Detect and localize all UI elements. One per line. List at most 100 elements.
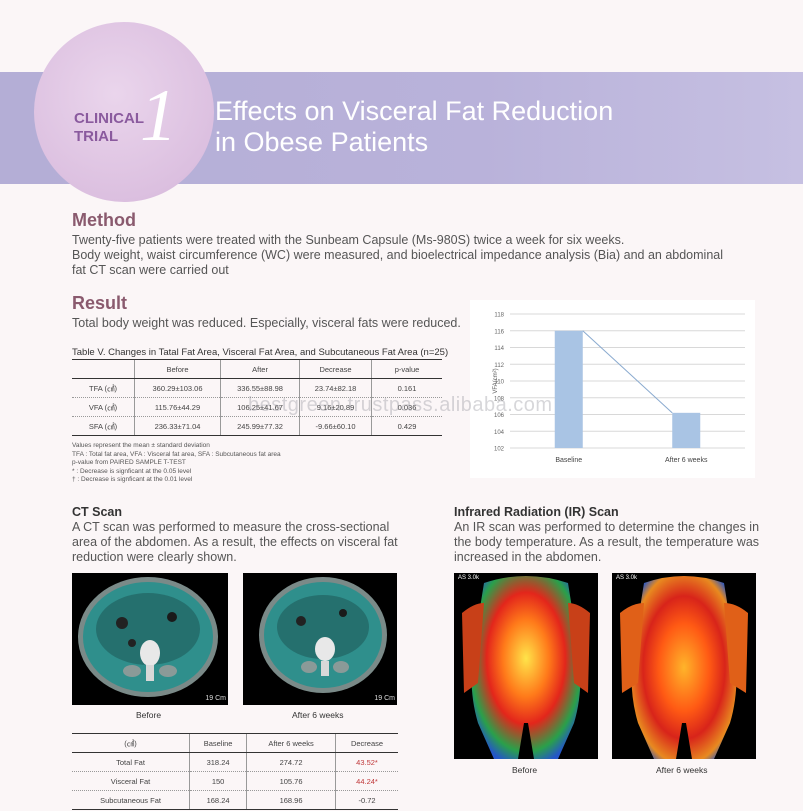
table-cell: 0.429 [371,416,442,436]
table-cell: 168.96 [246,790,336,810]
ct-after-caption: After 6 weeks [292,710,344,720]
table-cell: 0.161 [371,378,442,398]
y-tick-label: 116 [494,329,504,335]
table-cell: 9.16±20.89 [299,397,372,417]
ir-line-1: An IR scan was performed to determine th… [454,520,760,534]
vfa-chart: 102 104 106 108 110 112 114 116 118 VFA(cm²) Basel… [470,300,755,478]
ir-before-caption: Before [512,765,538,775]
table-cell: 318.24 [189,752,247,772]
table-cell: 245.99±77.32 [220,416,300,436]
ir-scan-after-image: AS 3.0k [612,573,756,759]
method-line-2: Body weight, waist circumference (WC) we… [72,248,723,262]
table-cell: VFA (㎠) [72,397,135,417]
ct-heading: CT Scan [72,505,123,519]
ir-line-3: increased in the abdomen. [454,550,602,564]
table5-note: TFA : Total fat area, VFA : Visceral fat… [72,450,281,458]
ct-table-header: Baseline [189,733,247,753]
ct-line-1: A CT scan was performed to measure the c… [72,520,390,534]
ct-line-2: area of the abdomen. As a result, the ef… [72,535,398,549]
result-text: Total body weight was reduced. Especiall… [72,316,461,330]
y-tick-label: 112 [494,363,504,369]
table-cell: Visceral Fat [72,771,190,791]
clinical-trial-badge: CLINICAL TRIAL [34,22,214,202]
ct-scan-before-image: 19 Cm [72,573,228,705]
method-text: Twenty-five patients were treated with t… [72,233,723,278]
title-line-1: Effects on Visceral Fat Reduction [215,96,614,126]
result-heading: Result [72,293,128,313]
table-cell: 360.29±103.06 [133,378,221,398]
ir-scan-label: AS 3.0k [616,575,638,581]
y-tick-label: 110 [494,380,504,386]
ct-table-header: (㎠) [72,733,190,753]
y-tick-label: 118 [494,313,504,319]
table5-note: Values represent the mean ± standard dev… [72,442,210,449]
table-cell: 44.24* [335,771,398,791]
ct-scan-tag: 19 Cm [205,695,226,702]
table-cell: -9.66±60.10 [299,416,372,436]
y-tick-label: 106 [494,413,505,419]
fat-area-table: Before After Decrease p-value TFA (㎠) 36… [72,359,442,436]
page-title: Effects on Visceral Fat Reduction in Obe… [215,96,613,158]
table5-header [72,359,135,379]
y-tick-label: 102 [494,447,505,453]
table-cell: 115.76±44.29 [133,397,221,417]
method-heading: Method [72,210,136,230]
table-cell: Total Fat [72,752,190,772]
x-tick-label: After 6 weeks [665,457,708,464]
ir-after-caption: After 6 weeks [656,765,708,775]
ct-table-header: After 6 weeks [246,733,336,753]
ct-table-header: Decrease [335,733,398,753]
table-row: SFA (㎠) 236.33±71.04 245.99±77.32 -9.66±… [72,416,442,436]
clinical-label: CLINICAL [74,110,144,127]
trend-line [582,330,673,414]
ct-before-caption: Before [136,710,162,720]
method-line-3: fat CT scan were carried out [72,263,229,277]
ct-table-header-row: (㎠) Baseline After 6 weeks Decrease [72,733,398,753]
title-line-2: in Obese Patients [215,127,429,157]
table-cell: SFA (㎠) [72,416,135,436]
table-cell: 0.036 [371,397,442,417]
table-cell: 43.52* [335,752,398,772]
bar [554,330,583,448]
table-row: VFA (㎠) 115.76±44.29 106.25±41.67 9.16±2… [72,397,442,417]
trial-number: 1 [140,75,177,157]
table5-header: Before [133,359,221,379]
watermark: bestgreen.trustpass.alibaba.com [248,394,553,416]
ct-fat-table: (㎠) Baseline After 6 weeks Decrease Tota… [72,733,398,810]
table-cell: 106.25±41.67 [220,397,300,417]
table5-caption: Table V. Changes in Tatal Fat Area, Visc… [72,347,449,358]
table5-header: Decrease [299,359,372,379]
vfa-chart-svg: 102 104 106 108 110 112 114 116 118 VFA(cm²) Basel… [493,313,745,464]
ir-heading: Infrared Radiation (IR) Scan [454,505,619,519]
table-cell: 105.76 [246,771,336,791]
table5-note: † : Decrease is signficant at the 0.01 l… [72,476,193,483]
ct-text: A CT scan was performed to measure the c… [72,520,412,565]
table5-header: p-value [371,359,442,379]
table-cell: 274.72 [246,752,336,772]
table5-header-row: Before After Decrease p-value [72,359,442,379]
table-cell: Subcutaneous Fat [72,790,190,810]
ct-line-3: reduction were clearly shown. [72,550,237,564]
ir-scan-before-image: AS 3.0k [454,573,598,759]
table-cell: TFA (㎠) [72,378,135,398]
trial-label: TRIAL [74,128,119,145]
ir-line-2: the body temperature. As a result, the t… [454,535,760,549]
table-cell: 23.74±82.18 [299,378,372,398]
table5-note: * : Decrease is signficant at the 0.05 l… [72,467,192,475]
bar [672,412,701,448]
y-tick-label: 114 [494,346,504,352]
y-tick-label: 104 [494,430,505,436]
ct-scan-after-image: 19 Cm [243,573,397,705]
ir-text: An IR scan was performed to determine th… [454,520,774,565]
table-cell: 150 [189,771,247,791]
table-cell: -0.72 [335,790,398,810]
ir-scan-label: AS 3.0k [458,575,480,581]
table-row: Total Fat 318.24 274.72 43.52* [72,752,398,772]
table5-note: p-value from PAIRED SAMPLE T-TEST [72,459,186,466]
table5-header: After [220,359,300,379]
method-line-1: Twenty-five patients were treated with t… [72,233,625,247]
table-row: Subcutaneous Fat 168.24 168.96 -0.72 [72,790,398,810]
table-row: TFA (㎠) 360.29±103.06 336.55±88.98 23.74… [72,378,442,398]
y-tick-label: 108 [494,396,505,402]
y-axis-label: VFA(cm²) [493,368,499,393]
